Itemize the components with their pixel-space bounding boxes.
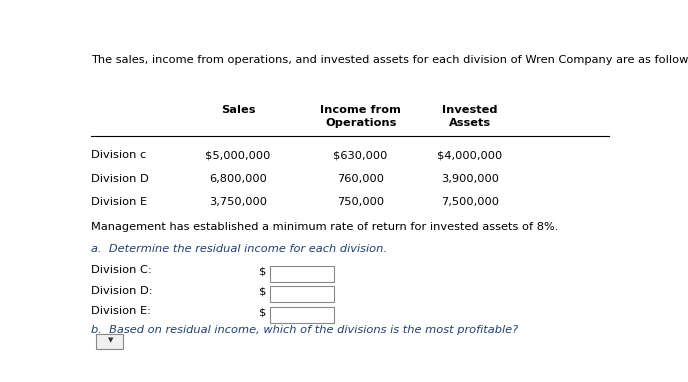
Text: Management has established a minimum rate of return for invested assets of 8%.: Management has established a minimum rat… — [92, 222, 559, 232]
Text: 750,000: 750,000 — [337, 197, 384, 207]
Text: Income from
Operations: Income from Operations — [320, 105, 401, 128]
Text: Division E:: Division E: — [92, 306, 151, 316]
Text: Division D:: Division D: — [92, 286, 153, 296]
Text: 760,000: 760,000 — [337, 174, 384, 184]
Text: Sales: Sales — [221, 105, 255, 115]
Text: Division c: Division c — [92, 150, 147, 160]
Text: 6,800,000: 6,800,000 — [209, 174, 267, 184]
Text: 3,900,000: 3,900,000 — [441, 174, 499, 184]
FancyBboxPatch shape — [96, 333, 123, 349]
Text: The sales, income from operations, and invested assets for each division of Wren: The sales, income from operations, and i… — [92, 55, 688, 65]
Text: ▼: ▼ — [108, 337, 114, 343]
Text: Division E: Division E — [92, 197, 147, 207]
Text: $: $ — [259, 287, 267, 297]
Text: 7,500,000: 7,500,000 — [441, 197, 499, 207]
Text: Division C:: Division C: — [92, 265, 152, 275]
Text: $4,000,000: $4,000,000 — [438, 150, 502, 160]
Text: $5,000,000: $5,000,000 — [205, 150, 270, 160]
FancyBboxPatch shape — [270, 286, 334, 302]
Text: b.  Based on residual income, which of the divisions is the most profitable?: b. Based on residual income, which of th… — [92, 325, 519, 335]
FancyBboxPatch shape — [270, 265, 334, 282]
Text: $: $ — [259, 308, 267, 317]
Text: a.  Determine the residual income for each division.: a. Determine the residual income for eac… — [92, 244, 387, 254]
Text: Invested
Assets: Invested Assets — [442, 105, 497, 128]
Text: $: $ — [259, 266, 267, 276]
Text: Division D: Division D — [92, 174, 149, 184]
FancyBboxPatch shape — [270, 307, 334, 323]
Text: 3,750,000: 3,750,000 — [209, 197, 267, 207]
Text: $630,000: $630,000 — [334, 150, 388, 160]
